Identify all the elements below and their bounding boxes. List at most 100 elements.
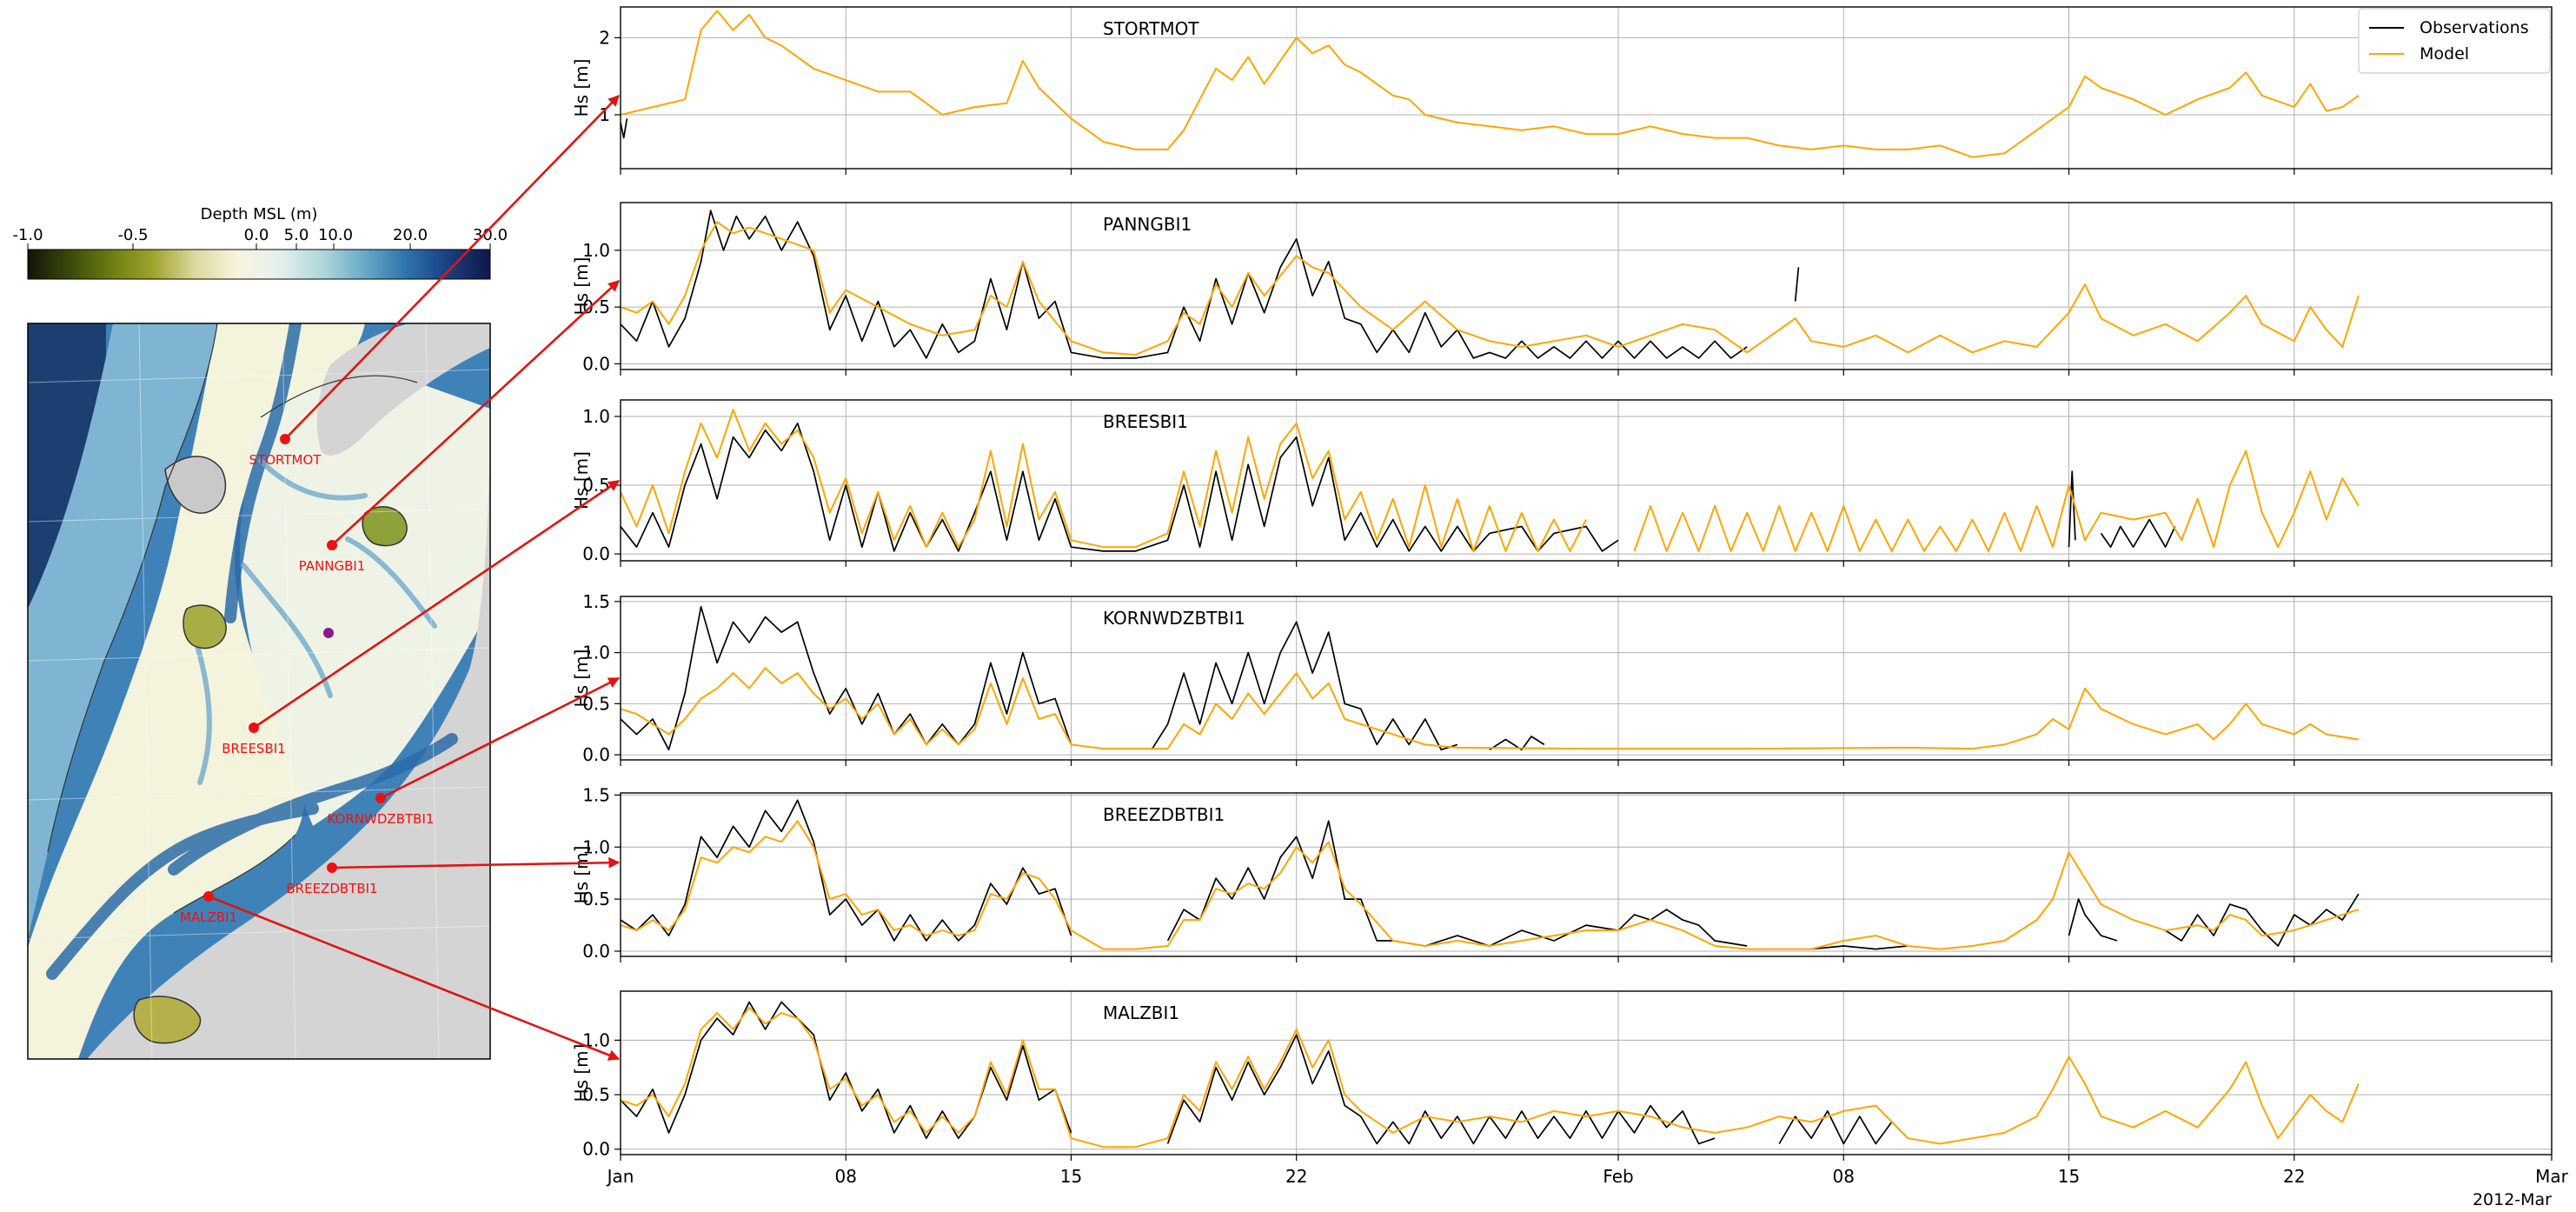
colorbar-tick-label: 5.0: [284, 226, 309, 244]
y-tick-label: 2: [599, 27, 610, 48]
x-axis-tick-labels: Jan 08 15 22 Feb 08 15 22 Mar: [606, 1166, 2569, 1187]
colorbar-tick-label: 10.0: [318, 226, 353, 244]
map-grid: [28, 323, 490, 1059]
panel-data: [621, 10, 2360, 158]
panel-title: BREESBI1: [1103, 411, 1188, 432]
map-extra-point: [323, 628, 334, 638]
arrow-breezdbtbi1: [331, 856, 621, 869]
panel-frame: [620, 792, 2553, 957]
panel-title: PANNGBI1: [1103, 214, 1192, 235]
panel-frame: [620, 202, 2553, 370]
map-shallow-band: [28, 323, 217, 939]
panel-kornwdzbtbi1: 0.0 0.5 1.0 1.5 KORNWDZBTBI1 Hs [m]: [571, 591, 2553, 766]
panel-data: [621, 605, 2359, 751]
series-line-observations: [2068, 898, 2118, 942]
legend-model-label: Model: [2420, 44, 2469, 63]
y-axis-label: Hs [m]: [571, 649, 592, 708]
x-tick-label: 08: [1833, 1166, 1855, 1187]
series-line-observations: [621, 799, 1072, 942]
colorbar-tick-label: 20.0: [393, 226, 428, 244]
station-label: BREEZDBTBI1: [286, 881, 377, 896]
x-tick-label: 15: [2058, 1166, 2080, 1187]
series-line-model: [621, 667, 2359, 750]
series-line-observations: [621, 118, 628, 139]
colorbar-tick-label: -1.0: [12, 226, 43, 244]
panel-title: MALZBI1: [1103, 1002, 1179, 1023]
colorbar-tick-label: 30.0: [473, 226, 508, 244]
x-tick-label: 22: [2283, 1166, 2305, 1187]
colorbar-tick-label: 0.0: [244, 226, 269, 244]
y-tick-label: 1.5: [582, 784, 610, 805]
panel-background: [621, 991, 2552, 1155]
map-land-north: [316, 323, 490, 456]
series-line-model: [621, 221, 2360, 356]
series-line-observations: [1794, 267, 1800, 302]
y-tick-label: 1.0: [582, 240, 610, 261]
colorbar-gradient: [27, 249, 491, 280]
panel-frame: [620, 399, 2553, 562]
map-island-shoal-2: [362, 506, 408, 547]
y-axis-label: Hs [m]: [571, 1044, 592, 1102]
panel-background: [621, 400, 2552, 561]
y-axis-label: Hs [m]: [571, 846, 592, 904]
y-axis-label: Hs [m]: [571, 59, 592, 117]
panel-frame: [620, 990, 2553, 1155]
station-malzbi1: MALZBI1: [180, 891, 237, 925]
legend-box: [2358, 8, 2551, 74]
y-tick-label: 0.0: [582, 353, 610, 374]
series-line-observations: [1811, 945, 1909, 950]
panel-title: STORTMOT: [1103, 18, 1199, 39]
panel-data: [621, 210, 2360, 359]
y-tick-label: 1.0: [582, 836, 610, 857]
colorbar: Depth MSL (m) -1.0 -0.5 0.0 5.0 10.0 20.…: [12, 205, 508, 280]
map-contour: [47, 323, 418, 914]
map-frame: [27, 323, 491, 1060]
map-panel: STORTMOT PANNGBI1 BREESBI1 KORNWDZBTBI1 …: [27, 323, 491, 1060]
series-line-observations: [1778, 1110, 1909, 1145]
y-tick-label: 0.0: [582, 543, 610, 564]
y-tick-label: 0.0: [582, 941, 610, 962]
x-tick-label: 08: [835, 1166, 857, 1187]
y-tick-label: 0.5: [582, 889, 610, 909]
y-axis-label: Hs [m]: [571, 257, 592, 316]
map-island-north: [164, 456, 227, 514]
y-tick-label: 0.0: [582, 1139, 610, 1160]
series-line-observations: [2068, 470, 2076, 548]
panel-breezdbtbi1: 0.0 0.5 1.0 1.5 BREEZDBTBI1 Hs [m]: [571, 784, 2553, 962]
station-breezdbtbi1: BREEZDBTBI1: [286, 862, 378, 896]
series-line-observations: [621, 605, 1072, 751]
panel-stortmot: 1 2 STORTMOT Hs [m]: [571, 6, 2553, 175]
x-tick-label: Mar: [2535, 1166, 2569, 1187]
legend-observations-label: Observations: [2420, 18, 2529, 37]
series-line-observations: [1166, 1034, 1716, 1145]
panel-title: KORNWDZBTBI1: [1103, 608, 1245, 629]
panel-data: [621, 409, 2360, 552]
arrow-malzbi1: [208, 895, 621, 1061]
station-label: KORNWDZBTBI1: [328, 811, 435, 827]
series-line-model: [621, 1006, 2360, 1149]
series-line-model: [621, 820, 2360, 950]
series-line-model: [621, 409, 1587, 552]
y-tick-label: 1.0: [582, 643, 610, 663]
series-line-observations: [2100, 518, 2176, 549]
x-tick-label: 15: [1060, 1166, 1082, 1187]
x-tick-label: 22: [1285, 1166, 1307, 1187]
y-tick-label: 0.0: [582, 744, 610, 765]
colorbar-ticks: -1.0 -0.5 0.0 5.0 10.0 20.0 30.0: [12, 226, 508, 250]
panel-background: [621, 793, 2552, 956]
series-line-observations: [2165, 893, 2360, 947]
station-label: STORTMOT: [249, 452, 322, 468]
map-island-shoal-1: [183, 604, 227, 649]
map-secondary-channels: [189, 458, 437, 785]
series-line-model: [621, 10, 2360, 158]
y-tick-label: 1.0: [582, 406, 610, 427]
connector-arrows: [208, 95, 621, 1061]
y-tick-label: 0.5: [582, 475, 610, 496]
x-axis-suffix: 2012-Mar: [2473, 1190, 2552, 1209]
map-island-shoal-3: [133, 996, 202, 1044]
series-line-observations: [1151, 621, 1458, 751]
panel-breesbi1: 0.0 0.5 1.0 BREESBI1 Hs [m]: [571, 399, 2553, 567]
